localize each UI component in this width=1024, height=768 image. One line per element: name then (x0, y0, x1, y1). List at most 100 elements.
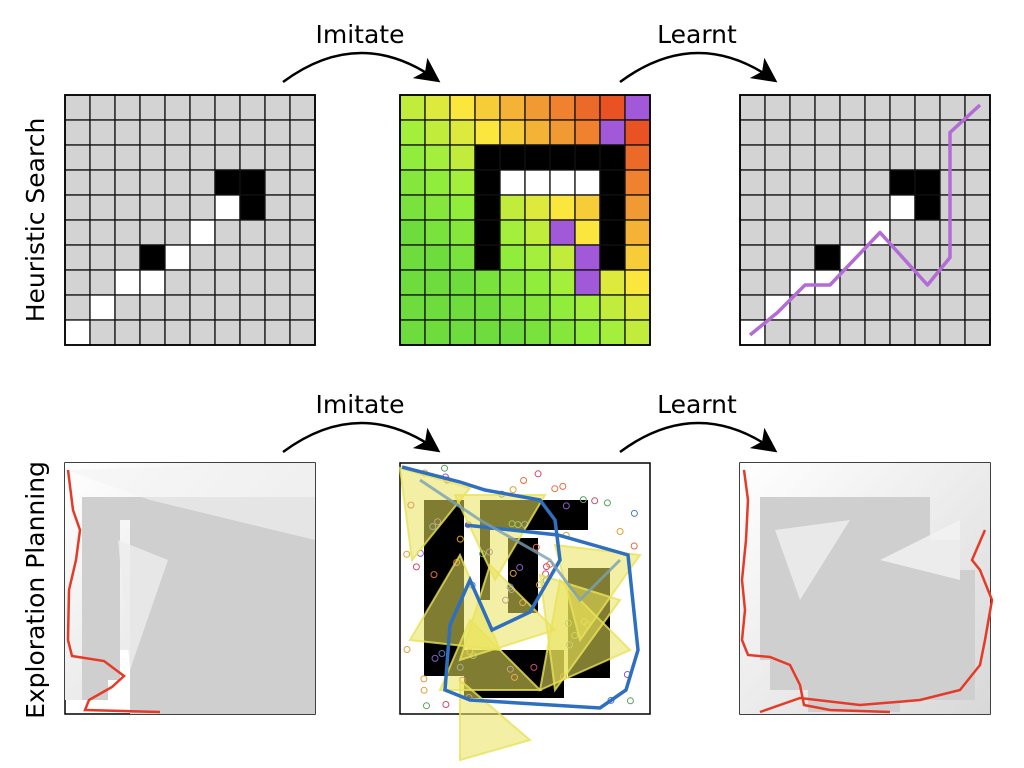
heatmap-grid-cell (399, 94, 426, 121)
heatmap-grid-cell (549, 119, 576, 146)
input-grid-cell (164, 94, 191, 121)
sample-point (420, 675, 428, 683)
learnt-grid-cell (839, 169, 866, 196)
heatmap-grid-cell (599, 94, 626, 121)
exploration-map-input (64, 462, 316, 715)
learnt-grid-cell (814, 244, 841, 271)
input-grid-cell (89, 119, 116, 146)
heatmap-grid-cell (499, 294, 526, 321)
heatmap-grid-cell (549, 319, 576, 346)
heatmap-grid-cell (574, 169, 601, 196)
heatmap-grid-cell (474, 169, 501, 196)
heatmap-grid-cell (624, 244, 651, 271)
heatmap-grid-cell (449, 169, 476, 196)
learnt-grid-cell (764, 269, 791, 296)
learnt-grid-cell (739, 294, 766, 321)
learnt-grid-cell (764, 169, 791, 196)
heatmap-grid-cell (424, 294, 451, 321)
input-grid-cell (189, 169, 216, 196)
learnt-grid-cell (939, 319, 966, 346)
input-grid-cell (139, 94, 166, 121)
learnt-grid-cell (889, 119, 916, 146)
learnt-grid-cell (789, 269, 816, 296)
heatmap-grid-cell (574, 244, 601, 271)
learnt-grid-cell (789, 144, 816, 171)
heatmap-grid-cell (524, 169, 551, 196)
heatmap-grid-cell (449, 144, 476, 171)
heatmap-grid-cell (399, 169, 426, 196)
arrow-imitate-top: Imitate (282, 20, 441, 84)
learnt-grid-cell (914, 244, 941, 271)
heatmap-grid-cell (549, 269, 576, 296)
input-grid-cell (89, 144, 116, 171)
input-grid-cell (64, 194, 91, 221)
heatmap-grid-cell (524, 269, 551, 296)
input-grid-cell (214, 144, 241, 171)
input-grid-cell (189, 94, 216, 121)
learnt-grid-cell (914, 119, 941, 146)
learnt-grid-cell (764, 294, 791, 321)
input-grid-cell (114, 319, 141, 346)
grid-input-map (64, 94, 316, 346)
heatmap-grid-cell (624, 144, 651, 171)
learnt-grid-cell (939, 144, 966, 171)
learnt-grid-cell (964, 319, 991, 346)
input-grid-cell (89, 319, 116, 346)
input-grid-cell (239, 94, 266, 121)
sample-point (412, 563, 420, 571)
heatmap-grid-cell (549, 144, 576, 171)
learnt-grid-cell (739, 169, 766, 196)
learnt-grid-cell (939, 219, 966, 246)
input-grid-cell (189, 194, 216, 221)
heatmap-grid-cell (399, 144, 426, 171)
input-grid-cell (139, 169, 166, 196)
heatmap-grid-cell (574, 144, 601, 171)
input-grid-cell (64, 144, 91, 171)
sample-point (430, 571, 438, 579)
heatmap-grid-cell (574, 119, 601, 146)
heatmap-grid-cell (574, 294, 601, 321)
input-grid-cell (139, 319, 166, 346)
grid-learnt-path (739, 94, 991, 346)
heatmap-grid-cell (424, 194, 451, 221)
learnt-grid-cell (964, 219, 991, 246)
sample-point (534, 470, 542, 478)
learnt-grid-cell (764, 119, 791, 146)
heatmap-grid-cell (474, 119, 501, 146)
heatmap-grid-cell (424, 244, 451, 271)
input-grid-cell (114, 144, 141, 171)
input-grid-cell (264, 269, 291, 296)
input-grid-cell (89, 169, 116, 196)
input-grid-cell (264, 94, 291, 121)
planning-map-imitation (398, 462, 651, 762)
learnt-grid-cell (889, 194, 916, 221)
heatmap-grid-cell (474, 244, 501, 271)
input-grid-cell (214, 244, 241, 271)
exploration-path-learnt-2 (759, 529, 994, 714)
heatmap-grid-cell (499, 119, 526, 146)
input-grid-cell (289, 194, 316, 221)
row-label-heuristic-search: Heuristic Search (21, 118, 50, 323)
learnt-grid-cell (964, 144, 991, 171)
heatmap-grid-cell (524, 194, 551, 221)
input-grid-cell (164, 244, 191, 271)
sample-point (438, 650, 446, 657)
heatmap-grid-cell (499, 169, 526, 196)
input-grid-cell (289, 219, 316, 246)
input-grid-cell (164, 194, 191, 221)
learnt-grid-cell (789, 94, 816, 121)
input-grid-cell (264, 119, 291, 146)
heatmap-grid-cell (499, 244, 526, 271)
heatmap-grid-cell (499, 319, 526, 346)
heatmap-grid-cell (474, 194, 501, 221)
learnt-grid-cell (839, 194, 866, 221)
sample-point (520, 477, 528, 484)
input-grid-cell (139, 244, 166, 271)
heatmap-grid-cell (574, 219, 601, 246)
heatmap-grid-cell (599, 144, 626, 171)
input-grid-cell (264, 319, 291, 346)
learnt-grid-cell (914, 194, 941, 221)
heatmap-grid-cell (599, 244, 626, 271)
sample-point (551, 485, 559, 493)
